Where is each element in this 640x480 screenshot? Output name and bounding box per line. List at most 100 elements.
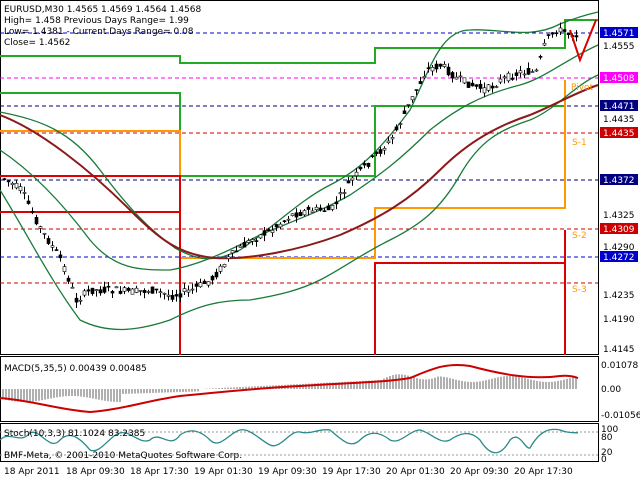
macd-bar [5,389,7,400]
candle-body [274,224,279,228]
macd-bar [128,389,130,394]
candle-body [218,265,223,272]
macd-bar [326,382,328,389]
candle-body [282,220,287,223]
candle-body [122,287,127,292]
macd-signal-line [0,364,579,414]
candle-body [98,289,103,294]
candle-body [370,155,375,157]
time-tick: 20 Apr 01:30 [386,467,445,477]
candle-body [514,72,519,76]
candle-body [70,286,75,289]
candle-body [422,76,427,79]
macd-bar [104,389,106,401]
candle-body [522,73,527,76]
candle-body [446,66,451,76]
macd-bar [338,382,340,389]
macd-bar [356,381,358,389]
macd-bar [434,377,436,389]
macd-bar [551,381,553,389]
macd-bar [254,386,256,389]
macd-bar [182,389,184,392]
main-chart-panel[interactable] [0,0,599,355]
candle-body [478,83,483,89]
macd-bar [404,374,406,389]
macd-bar [317,383,319,389]
macd-bar [8,389,10,401]
macd-bar [395,374,397,389]
macd-bar [569,378,571,389]
candle-body [306,206,311,210]
time-axis: 18 Apr 2011 18 Apr 09:30 18 Apr 17:30 19… [4,467,573,477]
price-marker-box [600,127,638,138]
candle-body [82,290,87,296]
macd-bar [215,388,217,389]
price-marker: 1.4508 [603,74,635,84]
macd-bar [365,380,367,389]
price-marker-box [600,72,638,83]
candle-body [94,289,99,291]
macd-bar [17,389,19,402]
candle-body [298,212,303,216]
macd-bar [20,389,22,402]
macd-bar [530,379,532,389]
price-marker: 1.4471 [603,102,635,112]
macd-title: MACD(5,35,5) 0.00439 0.00485 [4,364,147,374]
candle-body [474,84,479,87]
candle-body [438,63,443,67]
macd-bar [509,376,511,389]
candle-body [362,163,367,166]
macd-bar [446,377,448,389]
candle-body [250,239,255,242]
candle-body [350,177,355,181]
price-tick: 1.4190 [603,315,635,325]
macd-bar [455,379,457,389]
candle-body [374,151,379,154]
candle-body [434,63,439,70]
time-tick: 18 Apr 2011 [4,467,60,477]
macd-bar [473,381,475,389]
macd-bar [131,389,133,394]
macd-bar [83,389,85,397]
time-tick: 19 Apr 01:30 [194,467,253,477]
macd-histogram [2,374,577,402]
macd-bar [503,376,505,389]
macd-bar [173,389,175,393]
macd-bar [98,389,100,400]
candlestick-series [2,22,579,308]
candle-body [254,240,259,242]
candle-body [126,287,131,291]
macd-bar [56,389,58,398]
candle-body [470,82,475,87]
macd-bar [227,387,229,389]
candle-body [178,293,183,298]
macd-bar [71,389,73,397]
candle-body [210,275,215,281]
macd-bar [506,376,508,389]
candle-body [62,266,67,272]
candle-body [110,291,115,294]
macd-bar [152,389,154,393]
candle-body [506,72,511,82]
candle-body [494,86,499,88]
macd-bar [311,383,313,389]
macd-bar [125,389,127,394]
macd-bar [218,388,220,389]
candle-body [454,76,459,80]
macd-bar [527,378,529,389]
macd-bar [35,389,37,402]
macd-bar [458,380,460,389]
s3-label: S-3 [572,285,587,295]
macd-bar [575,376,577,389]
macd-bar [149,389,151,394]
candle-body [26,200,31,204]
candle-body [318,207,323,211]
macd-bar [335,382,337,389]
candle-body [118,290,123,294]
macd-bar [533,380,535,389]
macd-bar [494,378,496,389]
candle-body [490,85,495,89]
macd-bar [116,389,118,402]
